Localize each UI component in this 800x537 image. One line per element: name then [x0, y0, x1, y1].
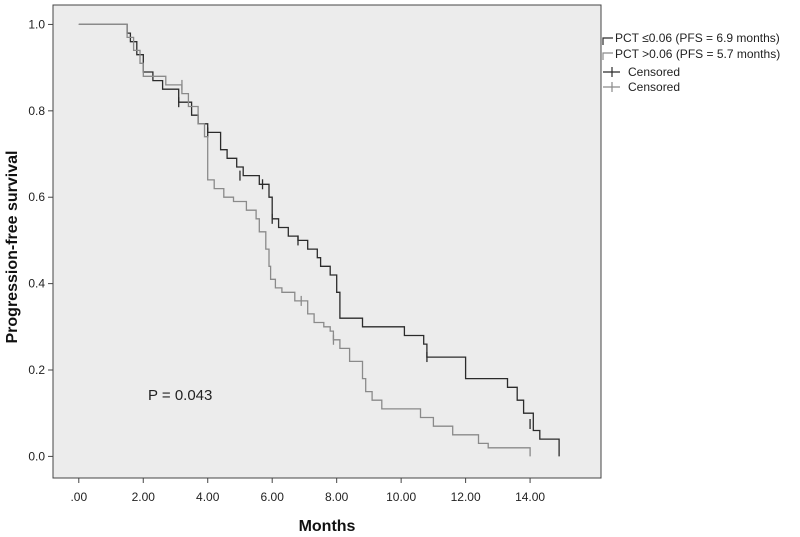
legend-censored-label-1: Censored — [628, 65, 680, 79]
y-axis-title: Progression-free survival — [4, 151, 21, 344]
plot-area — [52, 4, 602, 479]
legend-label-series-2: PCT >0.06 (PFS = 5.7 months) — [615, 47, 780, 61]
legend-entry-censored-1: Censored — [603, 65, 680, 79]
legend-label-series-1: PCT ≤0.06 (PFS = 6.9 months) — [615, 31, 780, 45]
legend-entry-series-2: PCT >0.06 (PFS = 5.7 months) — [602, 47, 780, 61]
x-axis-title: Months — [299, 518, 356, 535]
y-tick-label: 0.8 — [28, 104, 45, 118]
x-tick-label: 10.00 — [386, 490, 416, 504]
y-tick-label: 0.2 — [28, 363, 45, 377]
x-tick-label: .00 — [70, 490, 87, 504]
survival-curve-series-1 — [78, 23, 560, 457]
y-tick-label: 0.6 — [28, 190, 45, 204]
x-tick-label: 14.00 — [515, 490, 545, 504]
legend-censored-mark-1 — [603, 67, 620, 77]
x-tick-label: 8.00 — [325, 490, 349, 504]
y-tick-label: 0.4 — [28, 277, 45, 291]
legend-entry-censored-2: Censored — [603, 80, 680, 94]
p-value-annotation: P = 0.043 — [148, 387, 212, 404]
x-tick-label: 12.00 — [451, 490, 481, 504]
y-tick-label: 1.0 — [28, 17, 45, 31]
legend-censored-mark-2 — [603, 82, 620, 92]
legend-line-series-1 — [602, 37, 613, 45]
axis-layer: .00 2.00 4.00 6.00 8.00 10.00 12.00 14.00 0.0 0.2… — [28, 17, 545, 504]
legend: PCT ≤0.06 (PFS = 6.9 months) PCT >0.06 (… — [602, 31, 780, 94]
x-tick-label: 4.00 — [196, 490, 220, 504]
legend-entry-series-1: PCT ≤0.06 (PFS = 6.9 months) — [602, 31, 780, 45]
y-tick-label: 0.0 — [28, 449, 45, 463]
legend-censored-label-2: Censored — [628, 80, 680, 94]
x-tick-label: 6.00 — [261, 490, 285, 504]
legend-line-series-2 — [602, 52, 613, 60]
survival-curve-series-2 — [78, 23, 531, 457]
series-layer — [78, 23, 560, 457]
x-tick-label: 2.00 — [132, 490, 156, 504]
